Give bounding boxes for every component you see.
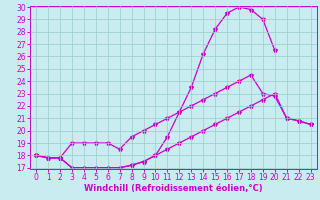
- X-axis label: Windchill (Refroidissement éolien,°C): Windchill (Refroidissement éolien,°C): [84, 184, 263, 193]
